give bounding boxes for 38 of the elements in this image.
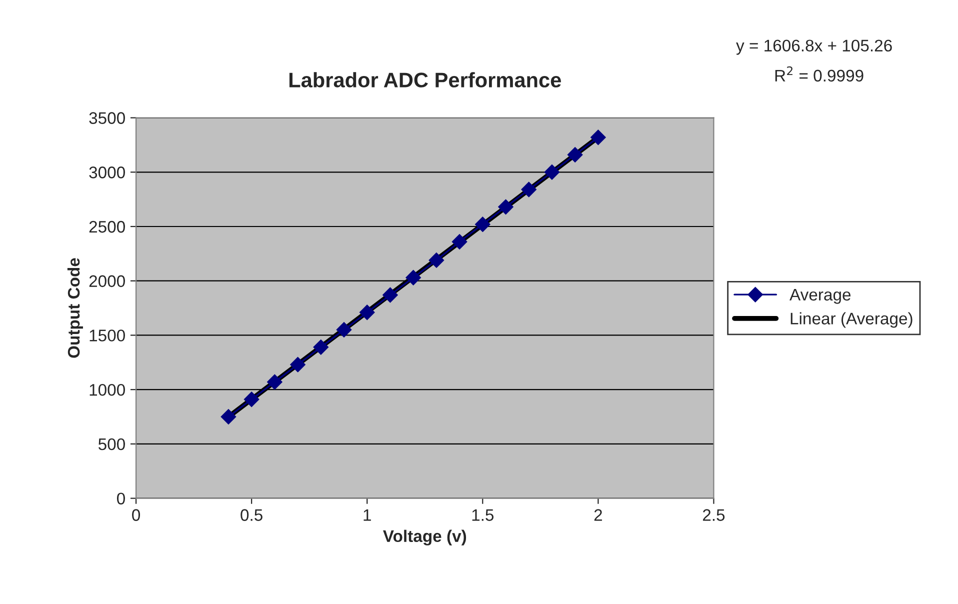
point <box>360 304 375 320</box>
x-axis-title: Voltage (v) <box>383 530 466 546</box>
x-tick-label: 2 <box>594 509 602 521</box>
x-tick-label: 1.5 <box>472 509 494 521</box>
point <box>267 374 282 390</box>
y-tick-label: 500 <box>98 438 125 450</box>
point <box>544 164 560 180</box>
x-tick-label: 0.5 <box>240 509 262 521</box>
chart-title: Labrador ADC Performance <box>289 72 561 88</box>
y-tick-label: 1500 <box>90 330 125 342</box>
x-tick-label: 2.5 <box>702 509 725 521</box>
x-tick-label: 0 <box>132 509 140 521</box>
point <box>590 130 606 145</box>
text: y = 1606.8x + 105.26 <box>736 40 892 55</box>
y-tick-label: 2500 <box>89 220 125 233</box>
point <box>521 182 536 198</box>
point <box>220 409 236 424</box>
y-tick-label: 3500 <box>89 112 125 124</box>
y-tick-label: 2000 <box>89 275 125 288</box>
x-tick-label: 1 <box>364 509 371 521</box>
point <box>313 340 328 355</box>
y-tick-label: 3000 <box>89 166 125 178</box>
legend-label: Linear (Average) <box>790 312 912 328</box>
point <box>244 392 260 407</box>
point <box>475 216 490 232</box>
y-axis-title: Output Code <box>67 258 83 358</box>
point <box>568 147 583 162</box>
y-tick-label: 1000 <box>90 384 125 396</box>
legend-label: Average <box>790 288 851 304</box>
y-tick-label: 0 <box>117 492 125 505</box>
point <box>336 322 352 338</box>
point <box>452 234 468 250</box>
point <box>498 199 514 214</box>
point <box>290 357 306 372</box>
point <box>382 287 398 303</box>
point <box>428 252 444 268</box>
point <box>406 270 421 286</box>
text: R$^{2}$ = 0.9999 <box>775 66 864 82</box>
